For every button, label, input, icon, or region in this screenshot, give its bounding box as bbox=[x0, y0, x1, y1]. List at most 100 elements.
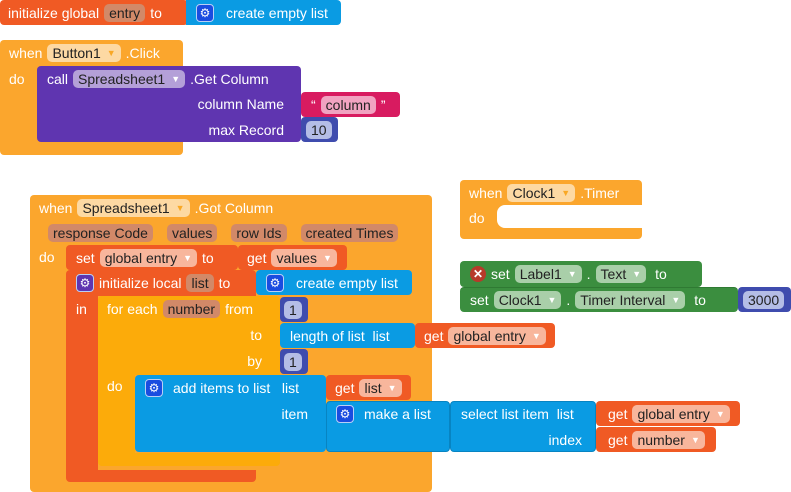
var-name: global entry bbox=[637, 405, 710, 422]
var-name: values bbox=[276, 249, 317, 266]
component-dropdown[interactable]: Clock1 ▼ bbox=[493, 290, 562, 309]
gear-icon[interactable]: ⚙ bbox=[76, 273, 94, 292]
to-label: to bbox=[218, 274, 231, 291]
index-label: index bbox=[548, 431, 582, 448]
to-label: to bbox=[202, 249, 214, 266]
from-label: from bbox=[225, 300, 254, 317]
dropdown-arrow-icon: ▼ bbox=[106, 47, 116, 58]
param-values[interactable]: values bbox=[166, 223, 218, 242]
property-dropdown[interactable]: Timer Interval ▼ bbox=[575, 290, 686, 309]
select-list-item-label: select list item list bbox=[461, 405, 574, 422]
do-label: do bbox=[469, 209, 485, 226]
select-list-item-block[interactable] bbox=[450, 401, 596, 452]
param-response-code[interactable]: response Code bbox=[48, 223, 153, 242]
dropdown-arrow-icon: ▼ bbox=[175, 202, 185, 213]
local-var-name[interactable]: list bbox=[186, 273, 214, 292]
param-created-times[interactable]: created Times bbox=[300, 223, 399, 242]
number-value[interactable]: 1 bbox=[284, 300, 302, 319]
dropdown-arrow-icon: ▼ bbox=[715, 408, 725, 419]
dropdown-arrow-icon: ▼ bbox=[567, 269, 577, 279]
for-each-label: for each bbox=[107, 300, 158, 317]
add-items-label: add items to list list bbox=[173, 379, 300, 396]
var-dropdown[interactable]: values ▼ bbox=[271, 248, 337, 267]
error-icon[interactable]: ✕ bbox=[470, 266, 486, 282]
component-name: Spreadsheet1 bbox=[78, 70, 166, 87]
length-of-list-block[interactable] bbox=[280, 323, 415, 348]
var-name: global entry bbox=[104, 249, 178, 266]
length-of-list-label: length of list list bbox=[290, 327, 390, 344]
var-dropdown[interactable]: number ▼ bbox=[632, 430, 705, 449]
var-dropdown[interactable]: global entry ▼ bbox=[99, 248, 197, 267]
component-name: Button1 bbox=[52, 44, 101, 61]
component-name: Clock1 bbox=[512, 184, 556, 201]
do-label: do bbox=[107, 377, 123, 394]
to-label: to bbox=[250, 326, 262, 343]
get-label: get bbox=[608, 431, 628, 448]
gear-icon[interactable]: ⚙ bbox=[196, 3, 214, 22]
number-value[interactable]: 3000 bbox=[743, 290, 785, 309]
component-name: Label1 bbox=[519, 266, 562, 282]
init-local-label: initialize local bbox=[99, 274, 182, 291]
event-name: .Click bbox=[125, 44, 160, 61]
add-items-block[interactable] bbox=[135, 375, 326, 452]
dropdown-arrow-icon: ▼ bbox=[690, 434, 700, 445]
get-label: get bbox=[424, 327, 444, 344]
event-name: .Got Column bbox=[194, 199, 274, 216]
to-label: to bbox=[655, 266, 667, 282]
get-label: get bbox=[335, 379, 355, 396]
component-name: Clock1 bbox=[498, 291, 542, 308]
component-dropdown[interactable]: Button1 ▼ bbox=[47, 43, 121, 62]
var-dropdown[interactable]: list ▼ bbox=[359, 378, 402, 397]
init-global-block[interactable] bbox=[0, 0, 188, 25]
gear-icon[interactable]: ⚙ bbox=[266, 273, 284, 292]
do-label: do bbox=[39, 248, 55, 265]
gear-icon[interactable]: ⚙ bbox=[336, 404, 354, 423]
dot: . bbox=[586, 266, 591, 282]
property-name: Timer Interval bbox=[580, 291, 666, 308]
dropdown-arrow-icon: ▼ bbox=[632, 269, 642, 279]
component-name: Spreadsheet1 bbox=[82, 199, 170, 216]
dropdown-arrow-icon: ▼ bbox=[387, 382, 397, 393]
max-record-label: max Record bbox=[208, 121, 284, 138]
component-dropdown[interactable]: Label1 ▼ bbox=[514, 265, 582, 283]
dropdown-arrow-icon: ▼ bbox=[531, 330, 541, 341]
var-dropdown[interactable]: global entry ▼ bbox=[632, 404, 730, 423]
dropdown-arrow-icon: ▼ bbox=[561, 187, 571, 198]
to-label: to bbox=[694, 291, 706, 308]
var-name: number bbox=[637, 431, 685, 448]
in-label: in bbox=[76, 300, 87, 317]
call-label: call bbox=[47, 70, 69, 87]
dropdown-arrow-icon: ▼ bbox=[322, 252, 332, 263]
set-label: set bbox=[491, 266, 510, 282]
component-dropdown[interactable]: Clock1 ▼ bbox=[507, 183, 576, 202]
event-name: .Timer bbox=[580, 184, 620, 201]
property-name: Text bbox=[600, 266, 627, 282]
property-dropdown[interactable]: Text ▼ bbox=[595, 265, 647, 283]
spreadsheet-dropdown[interactable]: Spreadsheet1 ▼ bbox=[73, 69, 186, 88]
component-dropdown[interactable]: Spreadsheet1 ▼ bbox=[77, 198, 190, 217]
gear-icon[interactable]: ⚙ bbox=[145, 378, 163, 397]
dot: . bbox=[566, 291, 571, 308]
create-empty-list-label: create empty list bbox=[226, 4, 328, 21]
dropdown-arrow-icon: ▼ bbox=[547, 294, 557, 305]
set-label: set bbox=[470, 291, 489, 308]
when-label: when bbox=[469, 184, 503, 201]
do-label: do bbox=[9, 70, 25, 87]
dropdown-arrow-icon: ▼ bbox=[671, 294, 681, 305]
text-value[interactable]: column bbox=[320, 95, 376, 114]
create-empty-list-label: create empty list bbox=[296, 274, 398, 291]
number-value[interactable]: 1 bbox=[284, 352, 302, 371]
var-name: list bbox=[364, 379, 382, 396]
number-value[interactable]: 10 bbox=[306, 120, 332, 139]
param-row-ids[interactable]: row Ids bbox=[231, 223, 287, 242]
var-dropdown[interactable]: global entry ▼ bbox=[448, 326, 546, 345]
init-global-label: initialize global bbox=[8, 4, 100, 21]
global-var-name[interactable]: entry bbox=[104, 3, 146, 22]
loop-var-name[interactable]: number bbox=[162, 299, 221, 318]
to-label: to bbox=[150, 4, 162, 21]
get-label: get bbox=[608, 405, 628, 422]
dropdown-arrow-icon: ▼ bbox=[183, 252, 192, 263]
set-label: set bbox=[76, 249, 95, 266]
quote-close: ” bbox=[380, 96, 386, 113]
by-label: by bbox=[247, 352, 262, 369]
